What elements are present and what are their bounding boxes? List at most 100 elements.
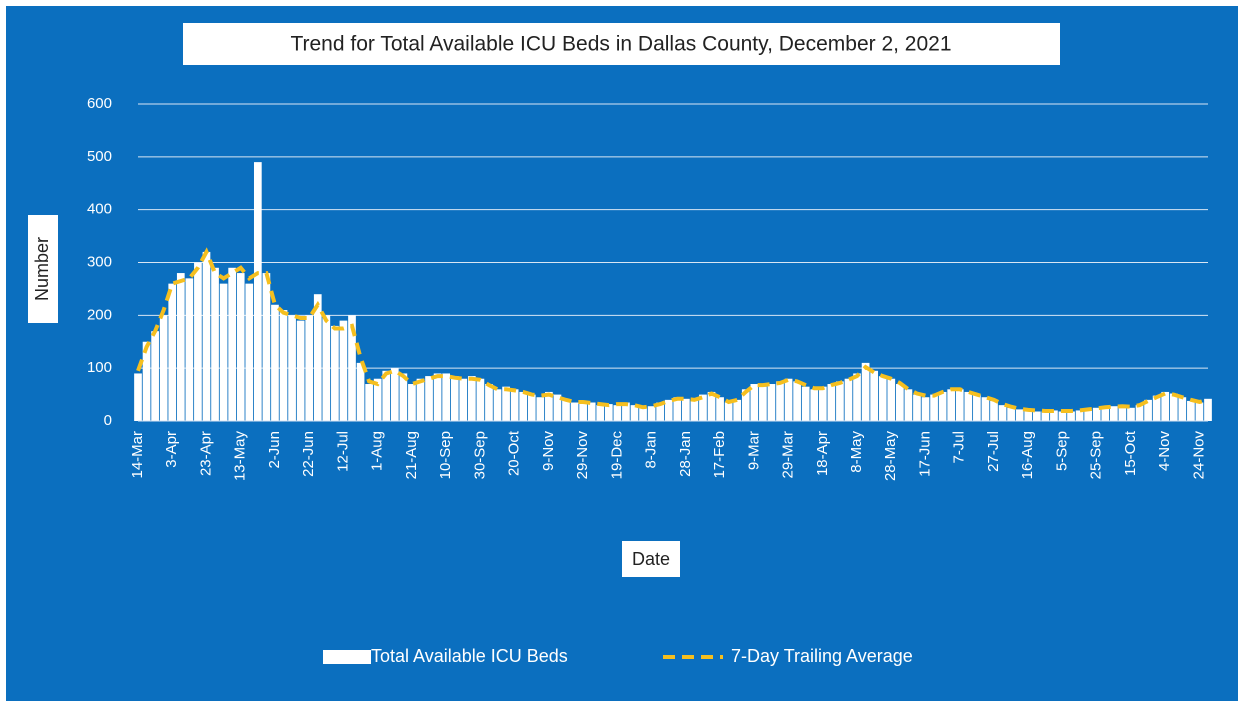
bar [664,399,673,421]
x-tick-label: 28-May [882,431,899,482]
bar [1015,409,1024,421]
legend: Total Available ICU Beds 7-Day Trailing A… [323,646,913,666]
y-axis-label: Number [32,237,52,301]
bar [741,389,750,421]
y-tick-label: 0 [104,412,112,429]
x-tick-label: 18-Apr [814,431,831,476]
bar [1204,398,1212,421]
trend-line [136,247,1209,413]
bar [973,394,981,421]
bar [305,315,314,421]
bar [425,376,433,421]
bar [810,389,819,421]
bar [433,373,442,421]
bar [142,341,151,421]
bar [690,399,699,421]
bar [194,262,202,421]
chart-title: Trend for Total Available ICU Beds in Da… [290,33,951,56]
x-tick-label: 8-Jan [643,431,660,469]
x-tick-label: 19-Dec [608,431,625,480]
bar [707,391,716,421]
bar [656,402,665,421]
x-tick-label: 12-Jul [334,431,351,472]
bar [356,362,365,421]
bar [827,384,836,421]
bar [947,389,956,421]
bar [519,391,528,421]
bar [211,267,219,421]
bar [1050,410,1058,421]
y-label-box [28,215,58,323]
bar [236,273,245,421]
legend-swatch [323,650,371,664]
bar [930,394,938,421]
x-tick-label: 13-May [232,431,249,482]
x-tick-label: 1-Aug [369,431,386,471]
bar [895,384,904,421]
x-tick-label: 3-Apr [163,431,180,468]
bar [459,378,468,421]
bar [253,162,262,421]
bar [279,310,288,421]
bar [502,386,510,421]
bar [1101,407,1110,421]
bar [1135,405,1144,421]
bar [399,373,408,421]
bar [750,384,759,421]
bar [1041,411,1050,421]
bar [271,304,279,421]
bar [938,391,947,421]
bar [390,368,399,421]
bar [493,389,502,421]
x-tick-label: 9-Mar [745,431,762,470]
bar [510,389,519,421]
x-tick-label: 9-Nov [540,431,557,472]
x-tick-label: 17-Jun [916,431,933,477]
bar [836,381,844,421]
bar [613,405,622,421]
bar [553,394,562,421]
bar [587,402,596,421]
bar [1161,391,1170,421]
bar [716,397,724,421]
bar [630,405,639,421]
bar [262,273,271,421]
bar [1152,395,1161,421]
bar [296,320,305,421]
bar [185,278,194,421]
bar [219,283,228,421]
bar [904,389,913,421]
bar [313,294,322,421]
bar [1109,406,1118,421]
bar [604,404,613,421]
bar [887,378,896,421]
bar [245,283,254,421]
bar [673,397,682,421]
bar [467,376,476,421]
bar [176,273,185,421]
bar [913,394,921,421]
bar [1144,399,1152,421]
x-tick-label: 10-Sep [437,431,454,479]
x-tick-label: 14-Mar [129,431,146,479]
x-tick-label: 25-Sep [1088,431,1105,479]
x-tick-label: 29-Mar [780,431,797,479]
x-tick-label: 22-Jun [300,431,317,477]
bar [450,376,459,421]
x-tick-label: 28-Jan [677,431,694,477]
bar [288,315,296,421]
bar [579,400,587,421]
bar [1118,406,1127,421]
bar [596,405,605,421]
bar [1127,407,1135,421]
bar [861,362,870,421]
bar [699,394,707,421]
y-tick-label: 500 [87,148,112,165]
x-label-box [622,541,680,577]
x-tick-label: 5-Sep [1053,431,1070,471]
bar [878,376,887,421]
x-tick-label: 23-Apr [197,431,214,476]
bar [990,400,998,421]
bar [322,315,331,421]
x-tick-label: 4-Nov [1156,431,1173,472]
